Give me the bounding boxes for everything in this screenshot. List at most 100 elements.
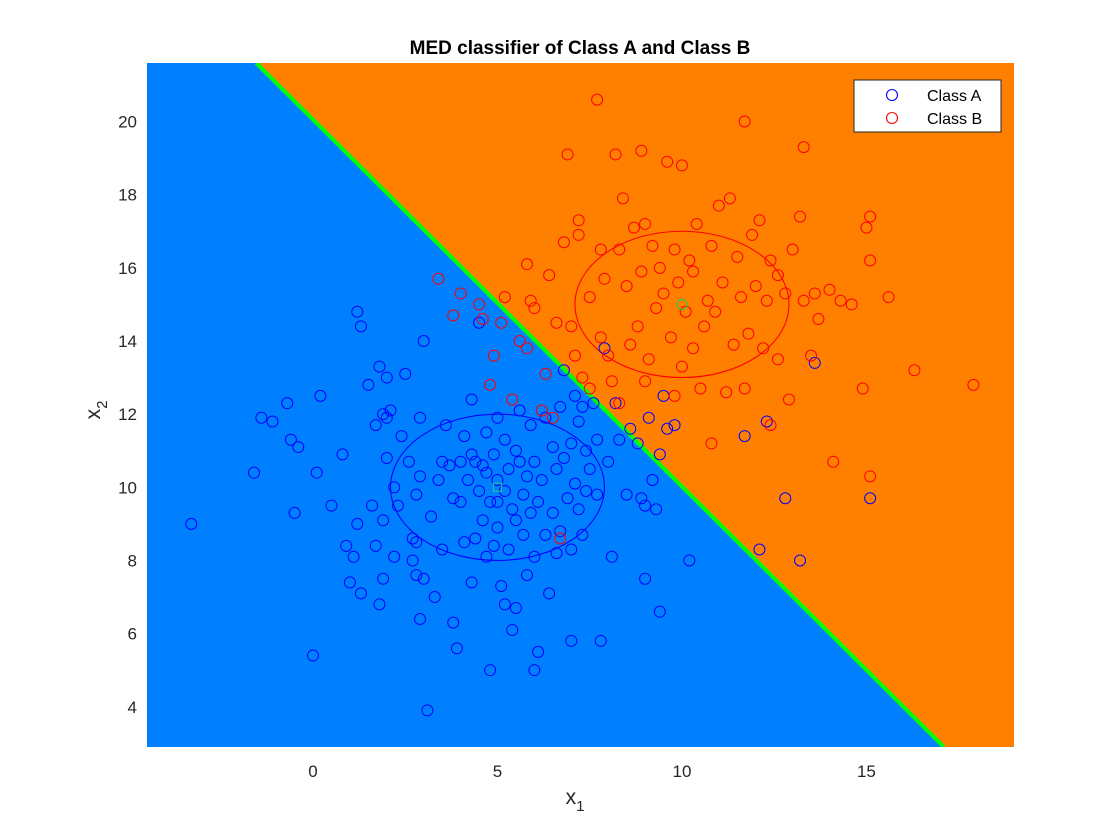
data-point-class-a — [380, 452, 393, 465]
data-point-class-b — [805, 349, 818, 362]
data-point-class-a — [550, 547, 563, 560]
data-point-class-a — [554, 525, 567, 538]
data-point-class-a — [517, 488, 530, 501]
data-point-class-a — [384, 404, 397, 417]
data-point-class-b — [668, 389, 681, 402]
data-point-class-b — [498, 291, 511, 304]
data-point-class-b — [856, 382, 869, 395]
data-point-class-b — [598, 272, 611, 285]
data-point-class-a — [410, 536, 423, 549]
data-point-class-b — [624, 338, 637, 351]
y-axis-ticks: 4 6 8 10 12 14 16 18 20 — [118, 113, 137, 717]
data-point-class-a — [310, 466, 323, 479]
data-point-class-a — [602, 455, 615, 468]
data-point-class-a — [557, 452, 570, 465]
data-point-class-a — [388, 481, 401, 494]
data-point-class-a — [668, 419, 681, 432]
data-point-class-b — [495, 316, 508, 329]
data-point-class-a — [388, 550, 401, 563]
legend-class-a-label: Class A — [927, 88, 982, 105]
data-point-class-a — [521, 470, 534, 483]
data-point-class-b — [716, 276, 729, 289]
data-point-class-b — [521, 258, 534, 271]
data-point-class-a — [458, 536, 471, 549]
data-point-class-a — [377, 514, 390, 527]
data-point-class-a — [351, 305, 364, 318]
data-point-class-b — [528, 302, 541, 315]
data-point-class-a — [380, 411, 393, 424]
data-point-class-a — [539, 411, 552, 424]
data-point-class-b — [646, 239, 659, 252]
data-point-class-a — [362, 378, 375, 391]
data-point-class-a — [572, 503, 585, 516]
data-point-class-a — [406, 554, 419, 567]
x-tick-label: 15 — [857, 762, 876, 781]
data-point-class-a — [436, 455, 449, 468]
data-point-class-b — [908, 364, 921, 377]
data-point-class-a — [521, 569, 534, 582]
data-point-class-b — [539, 367, 552, 380]
data-point-class-a — [532, 495, 545, 508]
data-point-class-b — [672, 276, 685, 289]
data-point-class-b — [701, 294, 714, 307]
data-point-class-b — [757, 342, 770, 355]
x-tick-label: 0 — [308, 762, 317, 781]
data-point-class-a — [506, 623, 519, 636]
data-point-class-b — [786, 243, 799, 256]
data-point-class-a — [340, 539, 353, 552]
data-point-class-a — [465, 448, 478, 461]
data-point-class-a — [458, 430, 471, 443]
data-point-class-a — [587, 397, 600, 410]
data-point-class-a — [753, 543, 766, 556]
data-point-class-b — [694, 382, 707, 395]
data-point-class-b — [513, 334, 526, 347]
data-point-class-b — [616, 192, 629, 205]
data-point-class-a — [487, 539, 500, 552]
data-point-class-a — [653, 605, 666, 618]
data-point-class-a — [410, 569, 423, 582]
data-point-class-b — [845, 298, 858, 311]
data-point-class-a — [417, 334, 430, 347]
data-point-class-a — [417, 572, 430, 585]
data-point-class-a — [653, 448, 666, 461]
legend-class-b-marker — [885, 111, 899, 125]
data-point-class-a — [609, 397, 622, 410]
data-point-class-a — [591, 488, 604, 501]
data-point-class-a — [425, 510, 438, 523]
data-point-class-a — [639, 572, 652, 585]
data-point-class-a — [509, 444, 522, 457]
data-point-class-a — [568, 389, 581, 402]
data-point-class-b — [473, 298, 486, 311]
data-point-class-a — [554, 400, 567, 413]
x-axis-label: x1 — [566, 786, 585, 815]
data-point-class-a — [513, 404, 526, 417]
data-point-class-b — [594, 331, 607, 344]
data-point-class-b — [620, 280, 633, 293]
data-point-class-a — [473, 316, 486, 329]
data-point-class-a — [498, 433, 511, 446]
data-point-class-b — [782, 393, 795, 406]
data-point-class-a — [528, 664, 541, 677]
data-point-class-a — [864, 492, 877, 505]
data-point-class-a — [473, 484, 486, 497]
data-point-class-b — [705, 239, 718, 252]
data-point-class-a — [391, 499, 404, 512]
data-point-class-a — [414, 612, 427, 625]
data-point-class-b — [738, 115, 751, 128]
data-point-class-b — [753, 214, 766, 227]
data-point-class-a — [410, 488, 423, 501]
class-b-region — [256, 63, 1014, 747]
data-point-class-a — [395, 430, 408, 443]
data-point-class-b — [808, 287, 821, 300]
data-point-class-b — [771, 269, 784, 282]
data-point-class-a — [491, 521, 504, 534]
data-point-class-a — [794, 554, 807, 567]
data-point-class-a — [580, 484, 593, 497]
data-point-class-b — [635, 144, 648, 157]
data-point-class-b — [642, 353, 655, 366]
data-point-class-b — [823, 283, 836, 296]
data-point-class-b — [679, 305, 692, 318]
data-point-class-a — [513, 455, 526, 468]
y-tick-label: 10 — [118, 478, 137, 497]
data-point-class-a — [631, 437, 644, 450]
